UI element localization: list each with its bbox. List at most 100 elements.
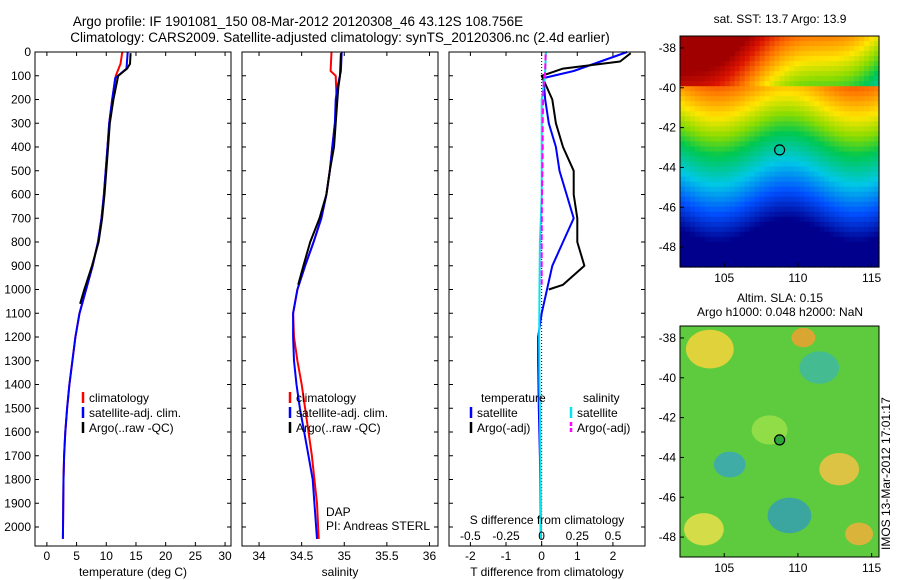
- sst-cell: [804, 136, 810, 143]
- series-line-climatology: [61, 51, 124, 539]
- sst-cell: [859, 146, 865, 153]
- sst-cell: [854, 206, 860, 213]
- sst-cell: [799, 171, 805, 178]
- sst-cell: [799, 206, 805, 213]
- sst-cell: [814, 206, 820, 213]
- sst-cell: [789, 191, 796, 198]
- sst-cell: [754, 66, 761, 72]
- sst-cell: [804, 56, 810, 62]
- sst-cell: [804, 226, 810, 233]
- sst-cell: [869, 171, 875, 178]
- sst-cell: [794, 51, 800, 57]
- sst-cell: [699, 116, 706, 122]
- sst-cell: [684, 41, 691, 47]
- sst-cell: [769, 101, 776, 107]
- sst-cell: [709, 226, 716, 233]
- sst-cell: [869, 36, 875, 42]
- sst-cell: [869, 121, 875, 127]
- sst-cell: [809, 146, 815, 153]
- sst-cell: [699, 61, 706, 67]
- sst-cell: [694, 146, 701, 153]
- sst-cell: [739, 61, 746, 67]
- sst-cell: [814, 171, 820, 178]
- sst-cell: [774, 101, 781, 107]
- sst-cell: [704, 216, 711, 223]
- sst-cell: [779, 176, 786, 183]
- sst-cell: [819, 116, 825, 122]
- sst-cell: [774, 176, 781, 183]
- sst-cell: [704, 221, 711, 228]
- sst-cell: [854, 186, 860, 193]
- sst-cell: [784, 261, 791, 268]
- map-y-tick-label: -46: [659, 490, 677, 504]
- sst-cell: [794, 156, 800, 163]
- sst-cell: [859, 96, 865, 102]
- sst-cell: [759, 156, 766, 163]
- sst-cell: [779, 36, 786, 42]
- sst-cell: [704, 186, 711, 193]
- sst-cell: [859, 246, 865, 253]
- sst-cell: [784, 136, 791, 143]
- sst-cell: [849, 51, 855, 57]
- sst-cell: [744, 56, 751, 62]
- sst-cell: [779, 101, 786, 107]
- sst-cell: [719, 81, 726, 87]
- sst-cell: [709, 36, 716, 42]
- sst-cell: [834, 101, 840, 107]
- sst-cell: [694, 86, 701, 92]
- sst-cell: [869, 156, 875, 163]
- sst-cell: [844, 156, 850, 163]
- sst-cell: [714, 191, 721, 198]
- sst-cell: [789, 211, 796, 218]
- sst-cell: [694, 91, 701, 97]
- sst-cell: [799, 86, 805, 92]
- sst-cell: [804, 106, 810, 112]
- sst-cell: [854, 116, 860, 122]
- sst-cell: [764, 46, 771, 52]
- sst-cell: [734, 156, 741, 163]
- sst-cell: [744, 251, 751, 258]
- sst-cell: [769, 221, 776, 228]
- sst-cell: [759, 121, 766, 127]
- sst-cell: [844, 136, 850, 143]
- sst-cell: [734, 211, 741, 218]
- sst-cell: [714, 61, 721, 67]
- sst-cell: [839, 171, 845, 178]
- sst-cell: [849, 216, 855, 223]
- sst-cell: [764, 221, 771, 228]
- sst-cell: [709, 61, 716, 67]
- sst-cell: [819, 246, 825, 253]
- sst-cell: [709, 71, 716, 77]
- sst-cell: [814, 66, 820, 72]
- sst-cell: [714, 136, 721, 143]
- sst-cell: [774, 156, 781, 163]
- sst-cell: [799, 71, 805, 77]
- map-y-tick-label: -48: [659, 530, 677, 544]
- sst-cell: [844, 116, 850, 122]
- y-tick-label: 2000: [4, 520, 31, 534]
- sst-cell: [869, 81, 875, 87]
- sst-cell: [809, 66, 815, 72]
- sst-cell: [834, 196, 840, 203]
- sst-cell: [719, 61, 726, 67]
- sst-cell: [779, 236, 786, 243]
- sst-cell: [684, 251, 691, 258]
- sst-cell: [864, 131, 870, 138]
- sst-cell: [699, 166, 706, 173]
- sst-cell: [719, 86, 726, 92]
- sst-cell: [744, 116, 751, 122]
- sst-cell: [854, 156, 860, 163]
- sst-cell: [699, 131, 706, 138]
- sst-cell: [849, 246, 855, 253]
- sst-cell: [824, 46, 830, 52]
- sst-cell: [764, 251, 771, 258]
- sst-cell: [854, 251, 860, 258]
- sst-cell: [864, 51, 870, 57]
- figure-title-line1: Argo profile: IF 1901081_150 08-Mar-2012…: [73, 14, 523, 29]
- sst-cell: [704, 206, 711, 213]
- sst-cell: [719, 46, 726, 52]
- sla-anomaly-blob: [767, 497, 812, 534]
- sst-cell: [789, 36, 796, 42]
- sst-cell: [824, 186, 830, 193]
- sst-cell: [854, 166, 860, 173]
